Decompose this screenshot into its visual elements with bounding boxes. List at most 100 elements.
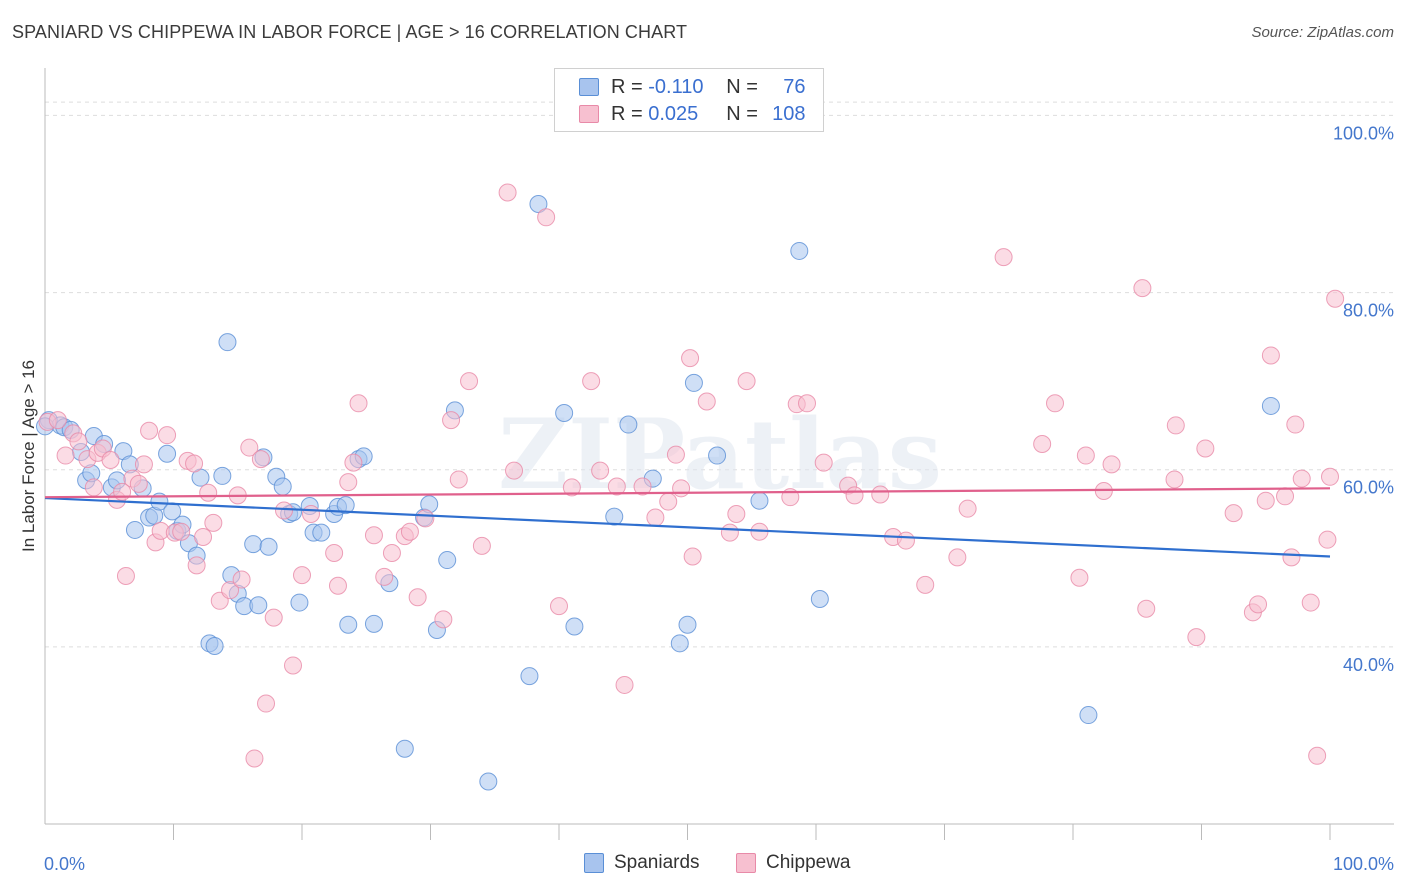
legend-row-chippewa: R = 0.025 N = 108 bbox=[579, 101, 806, 127]
point-spaniards bbox=[364, 614, 383, 633]
point-spaniards bbox=[708, 446, 727, 465]
point-chippewa bbox=[1318, 530, 1337, 549]
point-chippewa bbox=[204, 513, 223, 532]
point-chippewa bbox=[434, 610, 453, 629]
point-chippewa bbox=[871, 485, 890, 504]
point-chippewa bbox=[737, 372, 756, 391]
point-chippewa bbox=[339, 473, 358, 492]
series-legend: Spaniards Chippewa bbox=[0, 852, 1406, 878]
point-chippewa bbox=[1249, 595, 1268, 614]
point-spaniards bbox=[684, 373, 703, 392]
point-chippewa bbox=[1321, 467, 1339, 486]
point-chippewa bbox=[1276, 487, 1295, 506]
chart-title: SPANIARD VS CHIPPEWA IN LABOR FORCE | AG… bbox=[12, 22, 688, 42]
point-chippewa bbox=[408, 588, 427, 607]
point-spaniards bbox=[273, 477, 292, 496]
point-chippewa bbox=[666, 445, 685, 464]
point-chippewa bbox=[646, 508, 665, 527]
y-tick-label: 80.0% bbox=[1343, 301, 1394, 321]
point-chippewa bbox=[382, 543, 401, 562]
point-spaniards bbox=[339, 615, 358, 634]
point-spaniards bbox=[290, 593, 309, 612]
point-chippewa bbox=[84, 478, 103, 497]
series-swatch-spaniards bbox=[584, 853, 604, 873]
point-chippewa bbox=[199, 483, 218, 502]
point-chippewa bbox=[1166, 416, 1185, 435]
point-chippewa bbox=[140, 421, 159, 440]
legend-r-value: 0.025 bbox=[648, 102, 699, 125]
point-spaniards bbox=[125, 520, 144, 539]
point-chippewa bbox=[134, 455, 153, 474]
point-chippewa bbox=[672, 479, 691, 498]
point-chippewa bbox=[185, 454, 204, 473]
point-chippewa bbox=[349, 394, 368, 413]
point-chippewa bbox=[344, 453, 363, 472]
point-spaniards bbox=[249, 596, 268, 615]
x-tick-marks bbox=[173, 824, 1331, 840]
point-chippewa bbox=[328, 576, 347, 595]
point-chippewa bbox=[948, 548, 967, 567]
point-chippewa bbox=[364, 526, 383, 545]
legend-n-label: N = bbox=[726, 102, 758, 125]
point-chippewa bbox=[1187, 628, 1206, 647]
series-legend-label: Chippewa bbox=[766, 852, 851, 873]
point-chippewa bbox=[1301, 593, 1320, 612]
point-chippewa bbox=[416, 509, 435, 528]
point-chippewa bbox=[194, 528, 213, 547]
point-chippewa bbox=[1046, 394, 1065, 413]
y-tick-labels: 40.0% 60.0% 80.0% 100.0% bbox=[1333, 123, 1394, 674]
point-chippewa bbox=[562, 478, 581, 497]
y-tick-label: 60.0% bbox=[1343, 478, 1394, 498]
point-chippewa bbox=[187, 556, 206, 575]
point-spaniards bbox=[605, 507, 624, 526]
point-chippewa bbox=[48, 411, 67, 430]
x-tick-label-max: 100.0% bbox=[1333, 854, 1394, 874]
point-chippewa bbox=[69, 432, 88, 451]
legend-r-label: R = bbox=[611, 102, 643, 125]
point-chippewa bbox=[116, 567, 135, 585]
point-chippewa bbox=[245, 749, 264, 768]
point-chippewa bbox=[537, 208, 556, 227]
legend-swatch-spaniards bbox=[579, 78, 599, 96]
trend-line-chippewa bbox=[44, 487, 1331, 499]
point-chippewa bbox=[221, 581, 240, 600]
point-chippewa bbox=[681, 349, 700, 368]
point-spaniards bbox=[790, 241, 809, 260]
series-legend-label: Spaniards bbox=[614, 852, 700, 873]
point-chippewa bbox=[1224, 504, 1243, 523]
legend-n-label: N = bbox=[726, 75, 758, 98]
series-legend-chippewa: Chippewa bbox=[736, 852, 851, 874]
point-spaniards bbox=[520, 667, 539, 686]
point-chippewa bbox=[275, 501, 294, 520]
point-chippewa bbox=[442, 411, 461, 430]
x-tick-label-min: 0.0% bbox=[44, 854, 85, 874]
point-spaniards bbox=[336, 496, 355, 515]
point-chippewa bbox=[994, 248, 1013, 267]
legend-swatch-chippewa bbox=[579, 105, 599, 123]
point-chippewa bbox=[720, 523, 739, 542]
point-spaniards bbox=[438, 551, 457, 570]
point-chippewa bbox=[697, 392, 716, 411]
point-chippewa bbox=[1292, 469, 1311, 488]
point-chippewa bbox=[615, 675, 634, 694]
point-chippewa bbox=[1033, 435, 1052, 454]
point-chippewa bbox=[301, 505, 320, 523]
legend-r-value: -0.110 bbox=[648, 75, 704, 98]
stats-legend: R = -0.110 N = 76 R = 0.025 N = 108 bbox=[554, 68, 824, 132]
trend-line-spaniards bbox=[44, 496, 1331, 558]
legend-row-spaniards: R = -0.110 N = 76 bbox=[579, 74, 806, 100]
point-chippewa bbox=[1286, 415, 1305, 434]
legend-n-value: 76 bbox=[783, 75, 806, 98]
point-chippewa bbox=[284, 656, 303, 675]
point-chippewa bbox=[633, 477, 652, 496]
point-chippewa bbox=[505, 461, 524, 480]
point-spaniards bbox=[619, 415, 638, 434]
point-spaniards bbox=[1261, 396, 1280, 415]
point-chippewa bbox=[129, 474, 148, 493]
point-chippewa bbox=[1282, 548, 1301, 567]
y-tick-label: 100.0% bbox=[1333, 123, 1394, 143]
point-chippewa bbox=[607, 477, 626, 496]
point-chippewa bbox=[659, 492, 678, 511]
point-chippewa bbox=[727, 505, 746, 523]
